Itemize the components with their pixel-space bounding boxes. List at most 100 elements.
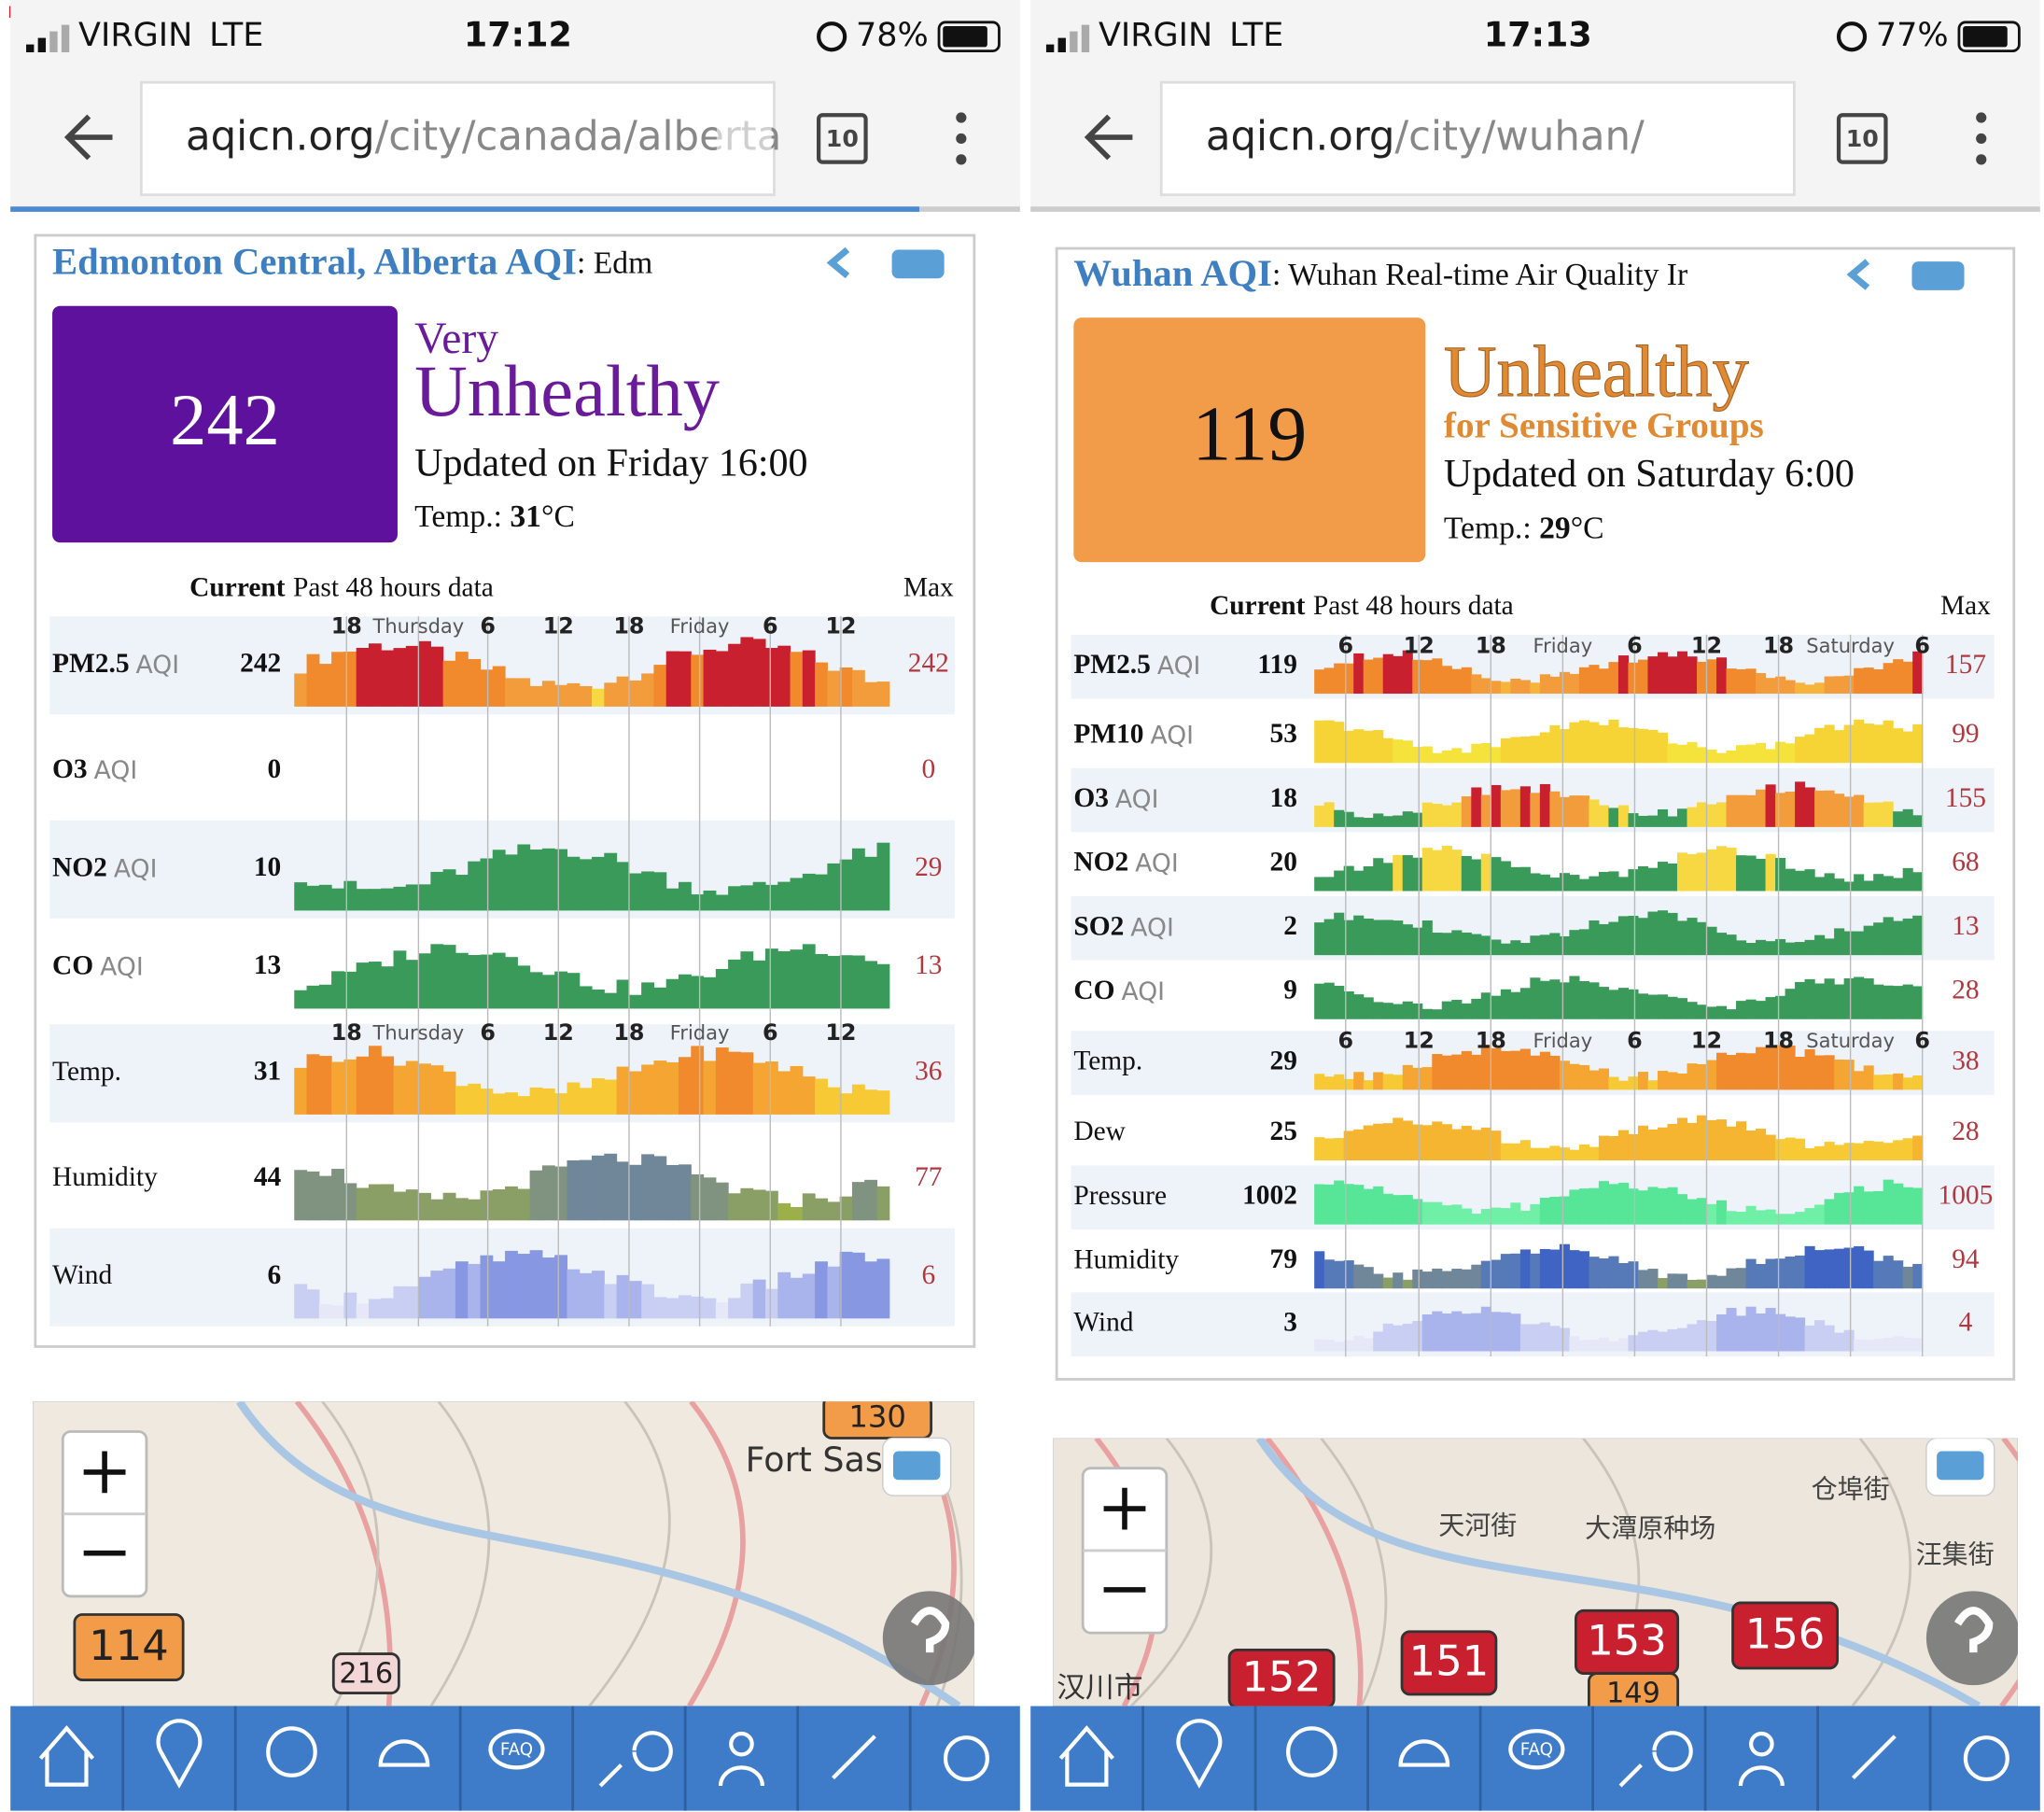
nav-icon[interactable] [832,1735,876,1780]
sparkline-bar [851,669,865,707]
station-marker[interactable] [73,1613,185,1681]
sparkline-bar [802,873,816,911]
sparkline-bar [1843,977,1855,1019]
nav-icon[interactable] [1738,1731,1785,1787]
sparkline-bar [1510,1202,1521,1225]
sparkline-bar [827,863,841,911]
sparkline-bar [728,1193,741,1221]
sparkline-bar [331,1061,344,1115]
sparkline-bar [1559,671,1570,695]
share-icon[interactable] [1846,259,1870,290]
nav-icon[interactable] [1618,1731,1693,1788]
sparkline-bar [1608,1135,1619,1160]
row-current: 3 [1283,1307,1297,1337]
sparkline-bar [1716,752,1728,764]
station-marker[interactable] [1227,1648,1336,1707]
nav-icon[interactable] [1176,1719,1223,1789]
station-marker[interactable] [1588,1672,1680,1713]
url-field[interactable] [1159,80,1796,197]
sparkline-bar [1617,655,1629,695]
nav-icon[interactable] [1508,1729,1565,1770]
sparkline-bar [1854,719,1865,764]
nav-icon[interactable] [378,1739,430,1767]
time-tick: 12 [1691,1028,1722,1054]
nav-icon[interactable] [1851,1735,1897,1780]
sparkline-bar [1745,668,1757,695]
sparkline-bar [1323,919,1335,956]
url-field[interactable] [139,80,776,197]
sparkline-bar [1412,812,1423,827]
sparkline-bar [1765,1307,1776,1352]
sparkline-bar [505,957,518,1009]
nav-icon[interactable] [1286,1726,1337,1777]
sparkline-bar [356,1187,370,1221]
back-button[interactable] [63,114,113,161]
sparkline-bar [1373,920,1384,956]
row-name: Pressure [1073,1181,1167,1211]
time-tick: 6 [480,613,496,639]
sparkline-bar [1775,995,1786,1019]
sparkline-bar [1530,793,1541,827]
sparkline-bar [1883,1075,1894,1090]
sparkline-bar [1756,1001,1767,1019]
nav-icon[interactable] [156,1719,203,1789]
sparkline-bar [851,1084,865,1115]
sparkline-bar [1500,861,1511,892]
zoom-in[interactable] [1103,1487,1146,1530]
sparkline-bar [1785,791,1796,827]
sparkline-bar [1323,1184,1335,1225]
sparkline-bar [1804,1048,1815,1090]
nav-icon[interactable] [598,1731,673,1788]
sparkline-bar [1569,673,1580,695]
sparkline-bar [1323,720,1335,764]
sparkline-bar [1549,933,1561,956]
station-marker[interactable] [1400,1630,1498,1696]
row-max: 157 [1945,650,1986,680]
nav-icon[interactable] [1398,1739,1450,1767]
station-marker[interactable] [1731,1601,1840,1670]
nav-icon[interactable] [38,1725,95,1787]
zoom-in[interactable] [83,1451,126,1494]
updated: Updated on Saturday 6:00 [1444,453,1855,496]
sparkline-bar [1353,1185,1365,1225]
row-name: NO2 [52,852,107,882]
station-marker[interactable] [331,1652,400,1694]
sparkline-bar [1471,787,1482,827]
nav-icon[interactable] [718,1731,764,1787]
nav-icon[interactable] [488,1729,545,1770]
station-marker[interactable] [822,1397,933,1440]
help-button[interactable] [1925,1591,2021,1686]
sparkline-bar [1687,918,1698,956]
sparkline-bar [356,647,370,707]
nav-icon[interactable] [1963,1735,2009,1782]
sparkline-bar [1539,980,1550,1019]
sparkline-bar [678,881,692,911]
sparkline-bar [1471,934,1482,956]
sparkline-bar [1863,723,1874,764]
share-icon[interactable] [826,246,850,279]
sparkline-bar [1716,933,1728,956]
sparkline-bar [1902,1266,1913,1289]
sparkline-bar [1461,932,1472,956]
row-name: Dew [1073,1117,1126,1146]
sparkline-bar [418,640,431,707]
time-tick: 6 [763,1019,778,1046]
chat-icon[interactable] [1911,261,1965,290]
station-aqi: 152 [1242,1654,1322,1702]
sparkline-bar [1912,651,1924,695]
back-button[interactable] [1084,114,1133,161]
sparkline-bar [1745,1205,1757,1225]
sparkline-bar [1647,815,1659,827]
tabs-button[interactable] [1836,113,1888,164]
sparkline-bar [1687,1279,1698,1289]
chat-icon[interactable] [891,249,945,279]
nav-icon[interactable] [1058,1725,1114,1787]
map-base[interactable] [33,1401,974,1707]
nav-icon[interactable] [266,1726,317,1777]
sparkline-bar [1834,1145,1845,1160]
nav-icon[interactable] [943,1735,989,1782]
help-button[interactable] [882,1591,977,1686]
sparkline-bar [468,1083,482,1115]
sparkline-bar [1873,1260,1884,1289]
tabs-button[interactable] [817,113,868,164]
